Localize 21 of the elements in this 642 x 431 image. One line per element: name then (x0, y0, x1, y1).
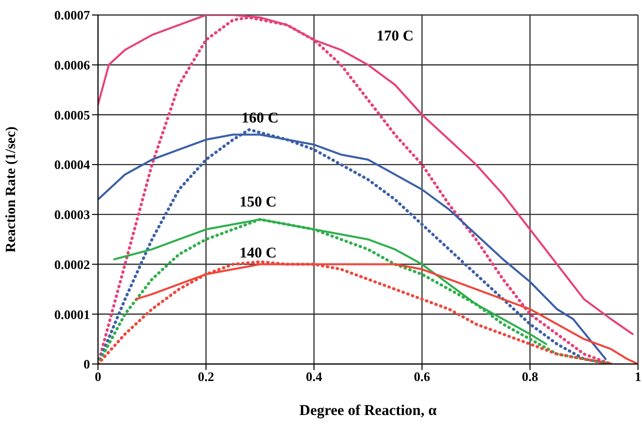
x-tick-label: 0.2 (198, 369, 214, 384)
annotation: 150 C (239, 194, 277, 212)
x-axis-title: Degree of Reaction, α (299, 403, 438, 419)
annotation: 160 C (241, 110, 279, 128)
line-series (98, 218, 612, 364)
x-tick-label: 1 (634, 369, 642, 384)
x-tick-label: 0 (94, 369, 102, 384)
y-tick-label: 0.0003 (54, 207, 90, 222)
annotation: 140 C (239, 246, 277, 262)
x-tick-label: 0.4 (306, 369, 323, 384)
y-tick-label: 0.0001 (54, 306, 90, 322)
x-tick-label: 0.6 (414, 369, 431, 384)
y-tick-label: 0.0006 (54, 57, 90, 72)
y-tick-label: 0 (84, 356, 90, 372)
annotation: 170 C (376, 28, 414, 46)
x-tick-label: 0.8 (522, 369, 539, 384)
y-tick-label: 0.0005 (54, 107, 90, 122)
y-tick-label: 0.0002 (54, 256, 90, 272)
y-axis-title: Reaction Rate (1/sec) (4, 126, 19, 252)
y-tick-label: 0.0007 (54, 8, 90, 23)
y-tick-label: 0.0004 (54, 157, 90, 172)
